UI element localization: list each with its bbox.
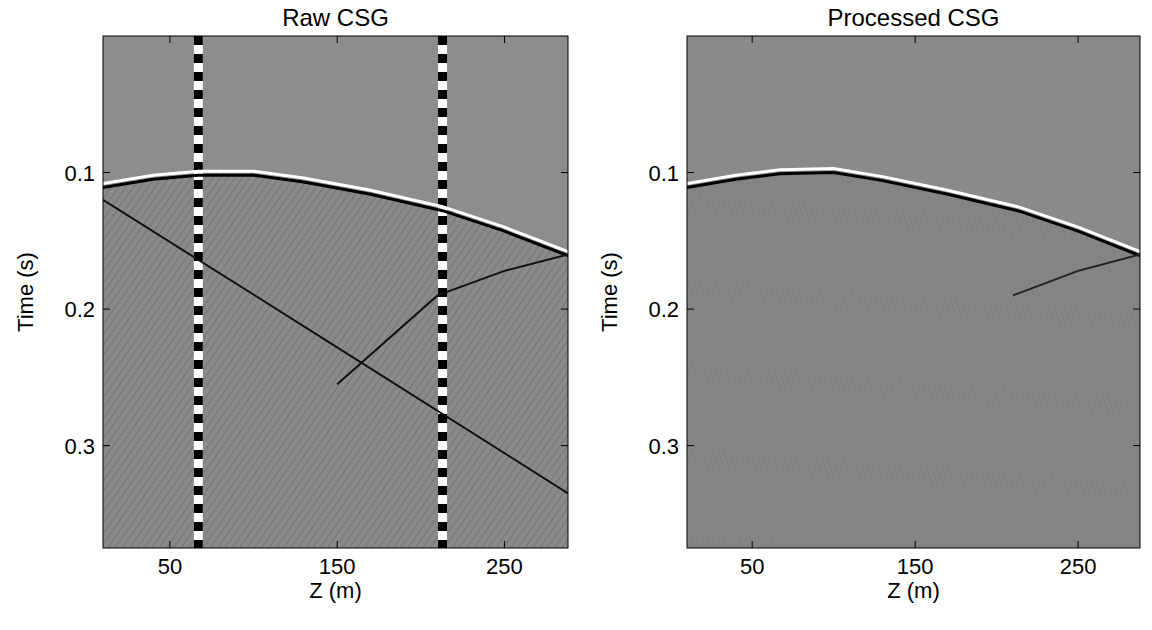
y-tick-label: 0.1 (64, 161, 95, 186)
x-tick (1078, 541, 1079, 548)
x-tick-label: 50 (740, 554, 764, 579)
event (337, 254, 568, 384)
y-tick (103, 309, 110, 310)
panel: 50 150 250 0.1 0.2 0.3 Processed CSG Z (m) Time … (597, 4, 1140, 603)
figure: 50 150 250 0.1 0.2 0.3 Raw CSG Z (m) Time (s) 50 1… (0, 0, 1152, 630)
frame (687, 36, 1140, 548)
y-tick (1133, 309, 1140, 310)
frame (103, 36, 568, 548)
event (103, 171, 568, 252)
x-tick-label: 250 (486, 554, 523, 579)
event-shadow (687, 172, 1140, 255)
y-tick-label: 0.2 (648, 297, 679, 322)
plot-area (103, 36, 568, 548)
y-tick (687, 445, 694, 446)
x-tick (915, 36, 916, 43)
y-tick-label: 0.2 (64, 297, 95, 322)
y-tick-label: 0.3 (64, 434, 95, 459)
event (1013, 254, 1140, 295)
x-tick (1078, 36, 1079, 43)
y-tick (103, 172, 110, 173)
y-tick (103, 445, 110, 446)
y-axis-title: Time (s) (13, 252, 38, 332)
x-tick (752, 541, 753, 548)
y-axis-title: Time (s) (597, 252, 622, 332)
panel: 50 150 250 0.1 0.2 0.3 Raw CSG Z (m) Time (s) (13, 4, 568, 603)
title: Raw CSG (282, 4, 389, 31)
x-tick (752, 36, 753, 43)
event (687, 168, 1140, 251)
event (103, 200, 568, 494)
bad-trace (194, 36, 203, 548)
wavefield (103, 171, 568, 548)
x-tick (504, 36, 505, 43)
x-tick (337, 541, 338, 548)
y-tick (561, 445, 568, 446)
x-tick-label: 150 (319, 554, 356, 579)
x-tick-label: 150 (897, 554, 934, 579)
y-tick (687, 309, 694, 310)
plot-area (687, 36, 1140, 548)
wavefield (687, 168, 1140, 548)
title: Processed CSG (827, 4, 999, 31)
y-tick (1133, 445, 1140, 446)
y-tick-label: 0.3 (648, 434, 679, 459)
x-axis-title: Z (m) (887, 578, 940, 603)
y-tick-label: 0.1 (648, 161, 679, 186)
x-axis-title: Z (m) (309, 578, 362, 603)
y-tick (561, 309, 568, 310)
y-tick (1133, 172, 1140, 173)
x-tick (504, 541, 505, 548)
x-tick (915, 541, 916, 548)
x-tick (169, 541, 170, 548)
y-tick (687, 172, 694, 173)
x-tick-label: 50 (158, 554, 182, 579)
bad-trace-dash (194, 36, 203, 548)
x-tick (337, 36, 338, 43)
x-tick (169, 36, 170, 43)
y-tick (561, 172, 568, 173)
x-tick-label: 250 (1060, 554, 1097, 579)
